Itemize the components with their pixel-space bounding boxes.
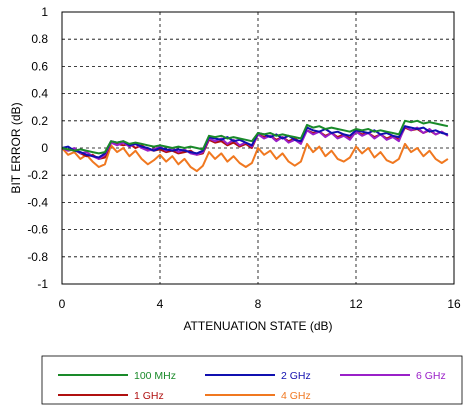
legend-label: 4 GHz — [281, 390, 311, 402]
legend-label: 6 GHz — [416, 370, 446, 382]
x-tick-label: 8 — [255, 297, 262, 311]
x-tick-label: 16 — [447, 297, 461, 311]
legend-label: 2 GHz — [281, 370, 311, 382]
y-tick-label: -0.6 — [27, 223, 48, 237]
y-tick-label: -0.4 — [27, 195, 48, 209]
series-line-100-mhz — [61, 119, 449, 155]
series-layer — [61, 119, 449, 173]
series-line-4-ghz — [61, 142, 449, 173]
legend-box — [41, 355, 463, 405]
legend: 100 MHz 2 GHz 6 GHz 1 GHz 4 GHz — [41, 355, 463, 405]
x-tick-label: 0 — [59, 297, 66, 311]
tick-labels: -1 -0.8 -0.6 -0.4 -0.2 0 0.2 0.4 0.6 0.8 1 0 4 8 12 16 — [27, 5, 461, 311]
grid-lines — [62, 12, 454, 284]
y-tick-label: 0.4 — [31, 87, 48, 101]
y-tick-label: 0.8 — [31, 32, 48, 46]
y-tick-label: 0 — [41, 141, 48, 155]
legend-label: 1 GHz — [134, 390, 164, 402]
y-tick-label: 0.6 — [31, 59, 48, 73]
y-tick-label: -0.2 — [27, 168, 48, 182]
legend-label: 100 MHz — [134, 370, 176, 382]
y-tick-label: -0.8 — [27, 250, 48, 264]
y-axis-label: BIT ERROR (dB) — [9, 102, 23, 193]
plot-frame — [61, 11, 455, 285]
y-tick-label: 1 — [41, 5, 48, 19]
x-axis-label: ATTENUATION STATE (dB) — [183, 319, 332, 333]
x-tick-label: 4 — [157, 297, 164, 311]
y-tick-label: 0.2 — [31, 114, 48, 128]
x-tick-label: 12 — [349, 297, 363, 311]
y-tick-label: -1 — [37, 277, 48, 291]
